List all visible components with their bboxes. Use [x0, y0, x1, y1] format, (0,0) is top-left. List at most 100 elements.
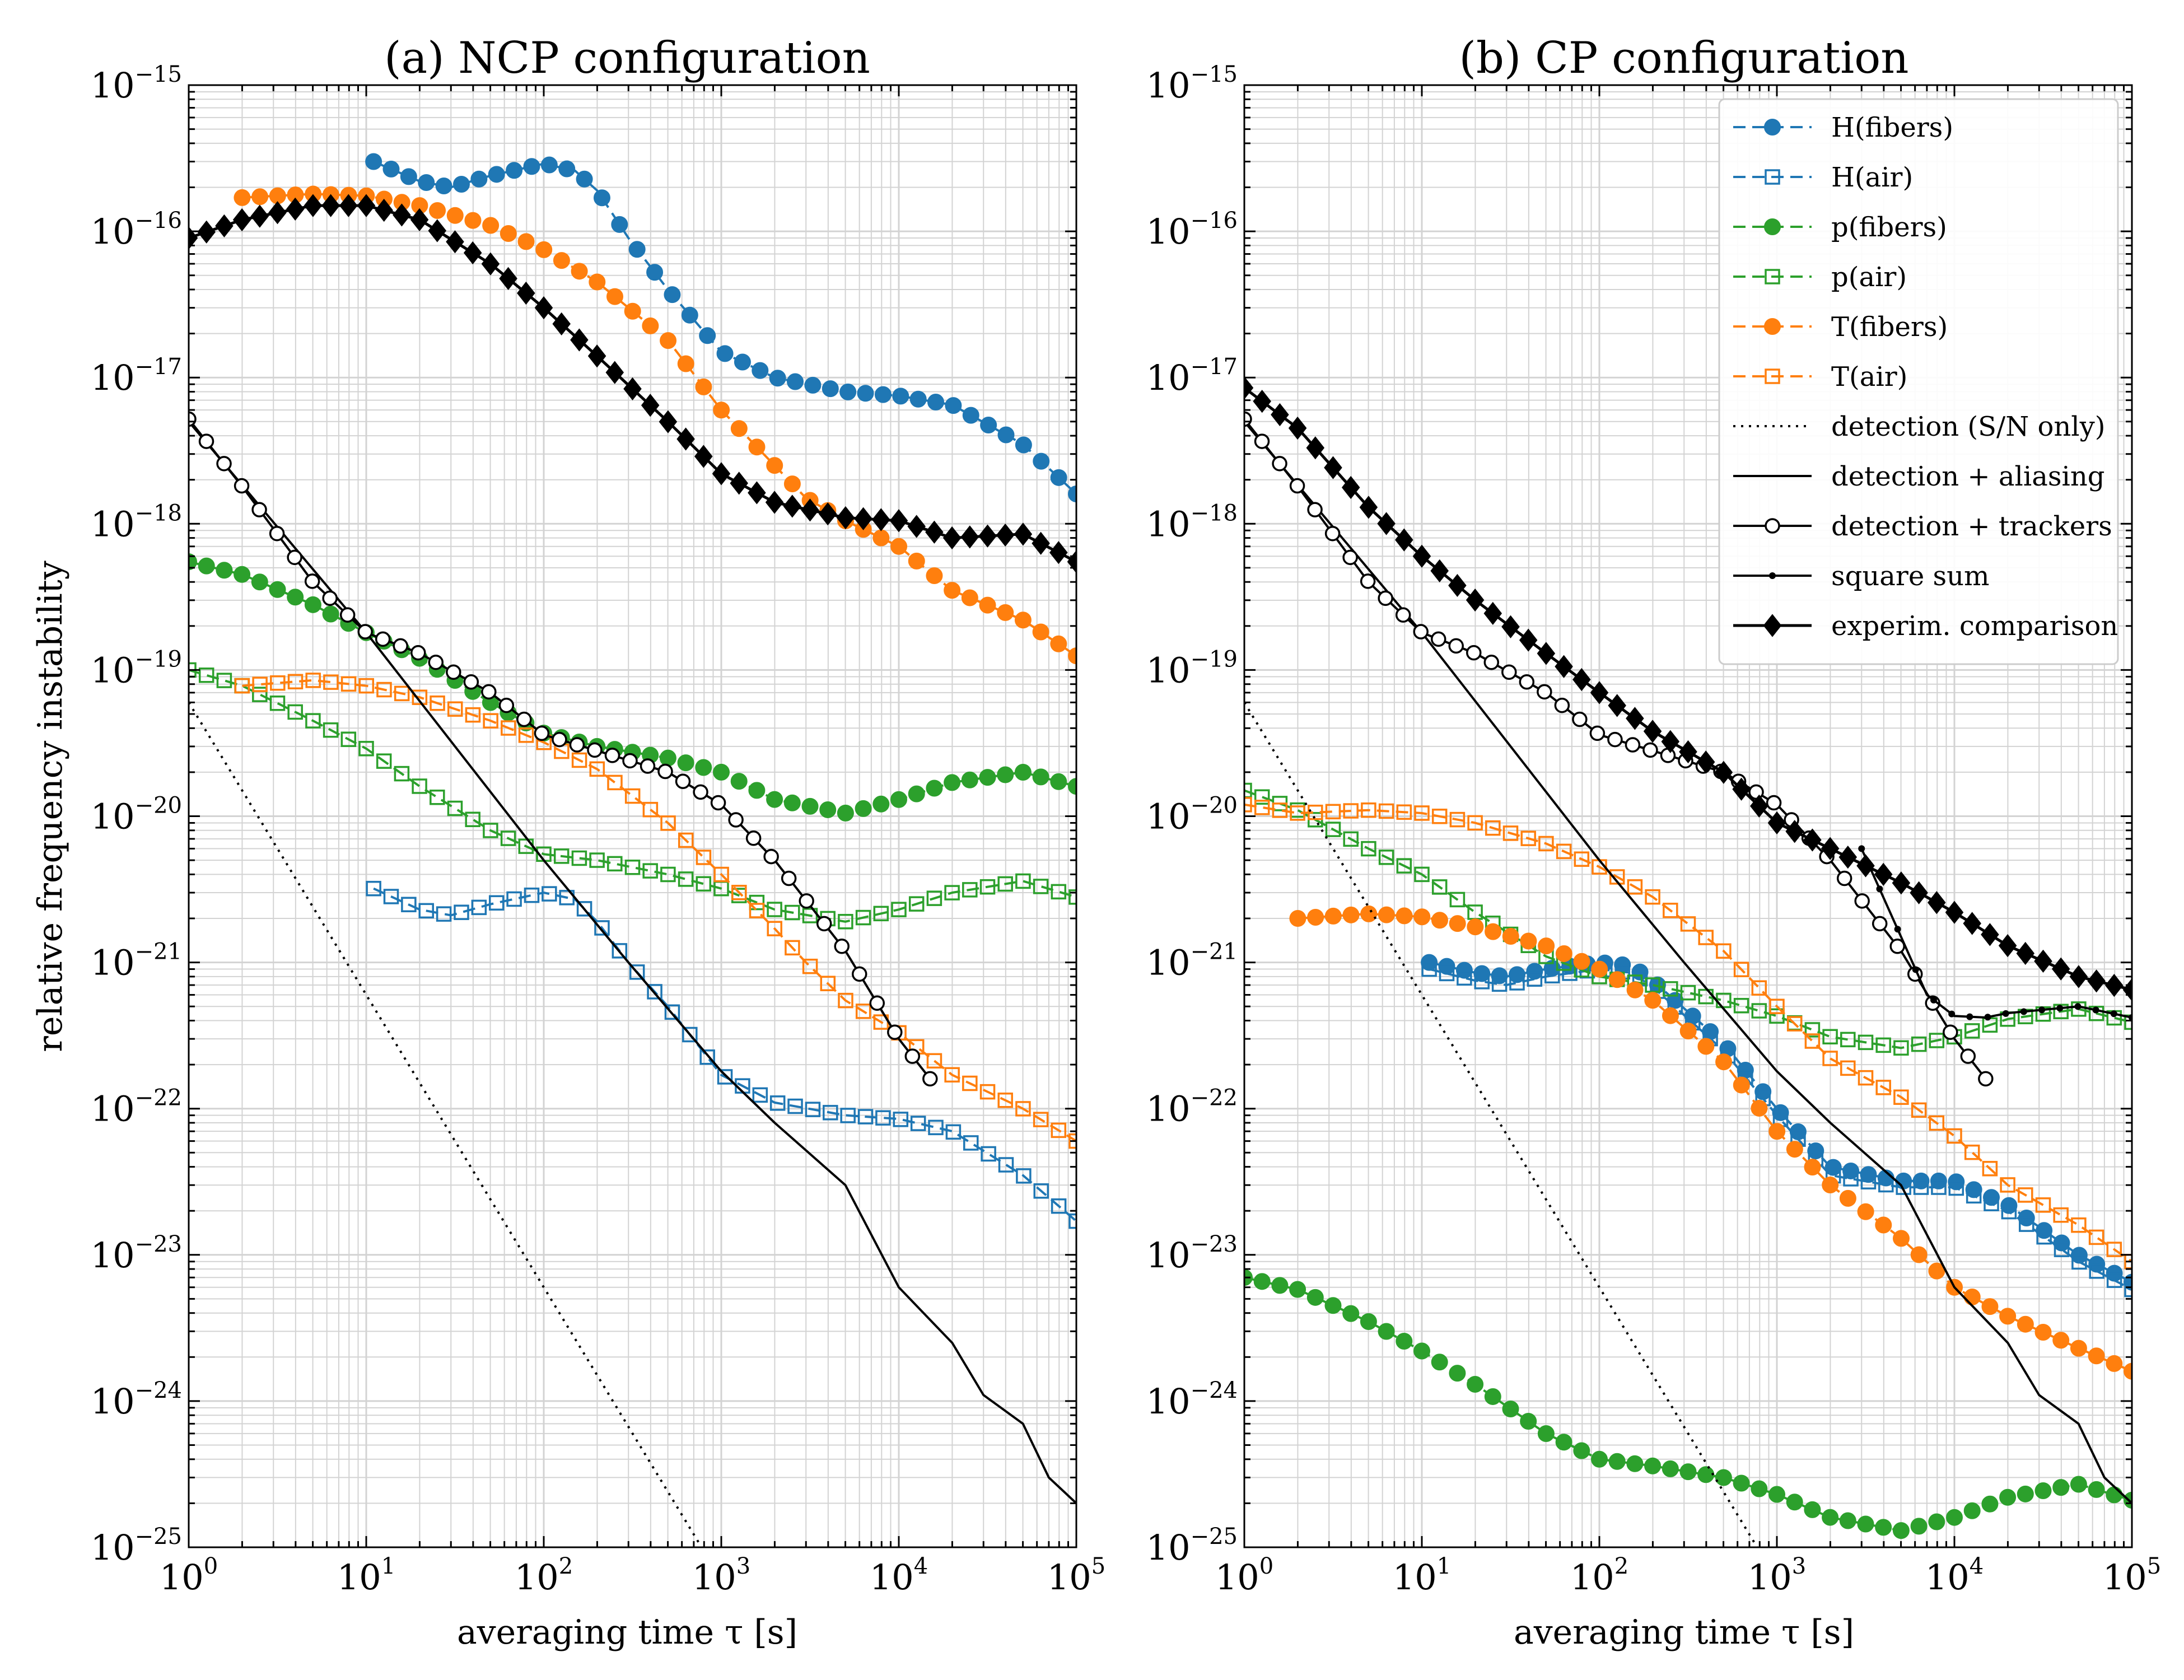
series-p-air-line [189, 669, 1076, 923]
series-experim-comparison-point [1501, 615, 1520, 638]
series-t-air-line [242, 679, 1076, 1142]
series-h-air-point [1878, 1177, 1894, 1193]
series-t-air-point [501, 720, 516, 736]
series-h-fibers-point [365, 153, 382, 170]
series-t-air-point [713, 866, 729, 883]
series-detection-aliasing [1244, 421, 2132, 1504]
y-tick-label: 10−20 [1146, 793, 1238, 837]
series-t-fibers-point [1981, 1298, 1999, 1315]
series-h-air-point [682, 1026, 698, 1043]
series-p-air-point [1325, 822, 1341, 837]
series-t-fibers-point [944, 582, 961, 599]
series-h-fibers-point [734, 353, 751, 371]
series-p-air-point [767, 902, 782, 917]
y-tick-label: 10−19 [91, 646, 182, 690]
series-p-air-point [1875, 1037, 1891, 1053]
series-p-air-point [252, 687, 268, 702]
series-p-fibers-point [926, 780, 943, 797]
series-h-air-point [664, 1004, 680, 1020]
series-detection-trackers-point [1342, 549, 1358, 566]
series-p-air-point [997, 876, 1013, 892]
series-t-air-point [838, 992, 853, 1009]
series-p-fibers-point [1768, 1486, 1785, 1503]
series-detection-trackers-point [728, 812, 744, 828]
series-t-air-point [820, 976, 836, 991]
series-t-fibers-point [1324, 907, 1342, 925]
series-t-fibers-point [571, 263, 588, 280]
series-p-air-point [1929, 1033, 1945, 1048]
panel-b-xlabel: averaging time τ [s] [1514, 1613, 1854, 1652]
series-h-fibers-point [646, 264, 664, 281]
x-tick-label: 104 [870, 1553, 928, 1598]
series-experim-comparison-point [375, 198, 393, 222]
series-p-air-point [891, 902, 907, 917]
series-square-sum-point [2002, 1010, 2009, 1017]
series-t-fibers-line [1298, 912, 2132, 1373]
series-p-air-point [1361, 841, 1376, 857]
series-h-fibers-point [558, 160, 576, 178]
series-p-air-point [589, 852, 605, 868]
series-p-fibers-point [1839, 1512, 1856, 1529]
series-t-air-point [1947, 1128, 1962, 1144]
legend-detection-trackers-marker [1765, 518, 1780, 534]
series-p-fibers-point [1306, 1289, 1324, 1306]
series-t-air-point [1290, 805, 1305, 821]
series-group [1244, 376, 2132, 1547]
series-experim-comparison-point [1049, 541, 1068, 564]
y-tick-label: 10−15 [1146, 62, 1238, 106]
series-p-air-point [269, 696, 286, 711]
series-t-air-line [1244, 803, 2132, 1263]
series-square-sum-point [2110, 1010, 2117, 1018]
series-t-air-point [1751, 980, 1767, 996]
series-experim-comparison-point [854, 507, 872, 530]
series-h-air-point [1843, 1171, 1859, 1187]
series-p-fibers-point [783, 794, 801, 811]
series-t-air-point [465, 707, 481, 723]
series-h-fibers-point [699, 327, 716, 344]
series-h-air-point [629, 964, 645, 980]
series-t-air-point [589, 761, 605, 777]
series-t-fibers-point [535, 241, 553, 258]
series-detection-trackers-point [1943, 1024, 1958, 1040]
series-experim-comparison-point [1430, 559, 1449, 582]
series-p-air-point [2124, 1014, 2132, 1030]
series-p-air-point [678, 871, 694, 887]
series-p-air-point [1840, 1032, 1856, 1048]
series-t-fibers-point [464, 212, 482, 229]
series-experim-comparison-point [659, 410, 678, 433]
series-p-air-point [1431, 879, 1448, 895]
series-p-air-point [624, 860, 641, 875]
series-experim-comparison-point [1537, 642, 1556, 665]
series-t-fibers-point [1032, 623, 1049, 641]
series-experim-comparison-point [2087, 969, 2106, 993]
series-detection-trackers [189, 411, 938, 1087]
series-h-fibers-point [382, 160, 400, 178]
series-p-fibers-point [2106, 1486, 2123, 1504]
series-t-fibers-point [1715, 1053, 1733, 1071]
series-p-fibers-point [1626, 1455, 1644, 1472]
series-t-air-point [731, 885, 747, 900]
series-experim-comparison-point [996, 523, 1015, 547]
series-h-fibers-point [452, 175, 470, 193]
series-h-fibers-point [927, 394, 945, 411]
series-t-fibers-point [1050, 635, 1067, 652]
series-square-sum-point [1984, 1014, 1991, 1021]
series-p-fibers-point [1679, 1463, 1697, 1481]
series-t-air-point [2053, 1207, 2069, 1223]
series-t-air-point [2071, 1217, 2087, 1233]
series-experim-comparison-point [765, 491, 784, 514]
series-p-fibers-point [251, 573, 268, 591]
series-experim-comparison-point [517, 281, 535, 305]
series-h-fibers-point [593, 189, 610, 207]
series-t-air-point [234, 678, 250, 694]
series-t-fibers-point [1608, 971, 1626, 988]
series-t-air-point [660, 815, 676, 831]
series-p-air-point [1858, 1034, 1874, 1051]
legend-p-air-marker [1765, 269, 1780, 284]
series-p-air-point [873, 906, 889, 922]
series-p-air-point [1911, 1036, 1927, 1052]
series-experim-comparison-point [393, 203, 411, 227]
series-h-air-point [1491, 976, 1508, 992]
x-tick-label: 101 [1393, 1553, 1451, 1598]
series-t-fibers-point [1068, 647, 1076, 665]
